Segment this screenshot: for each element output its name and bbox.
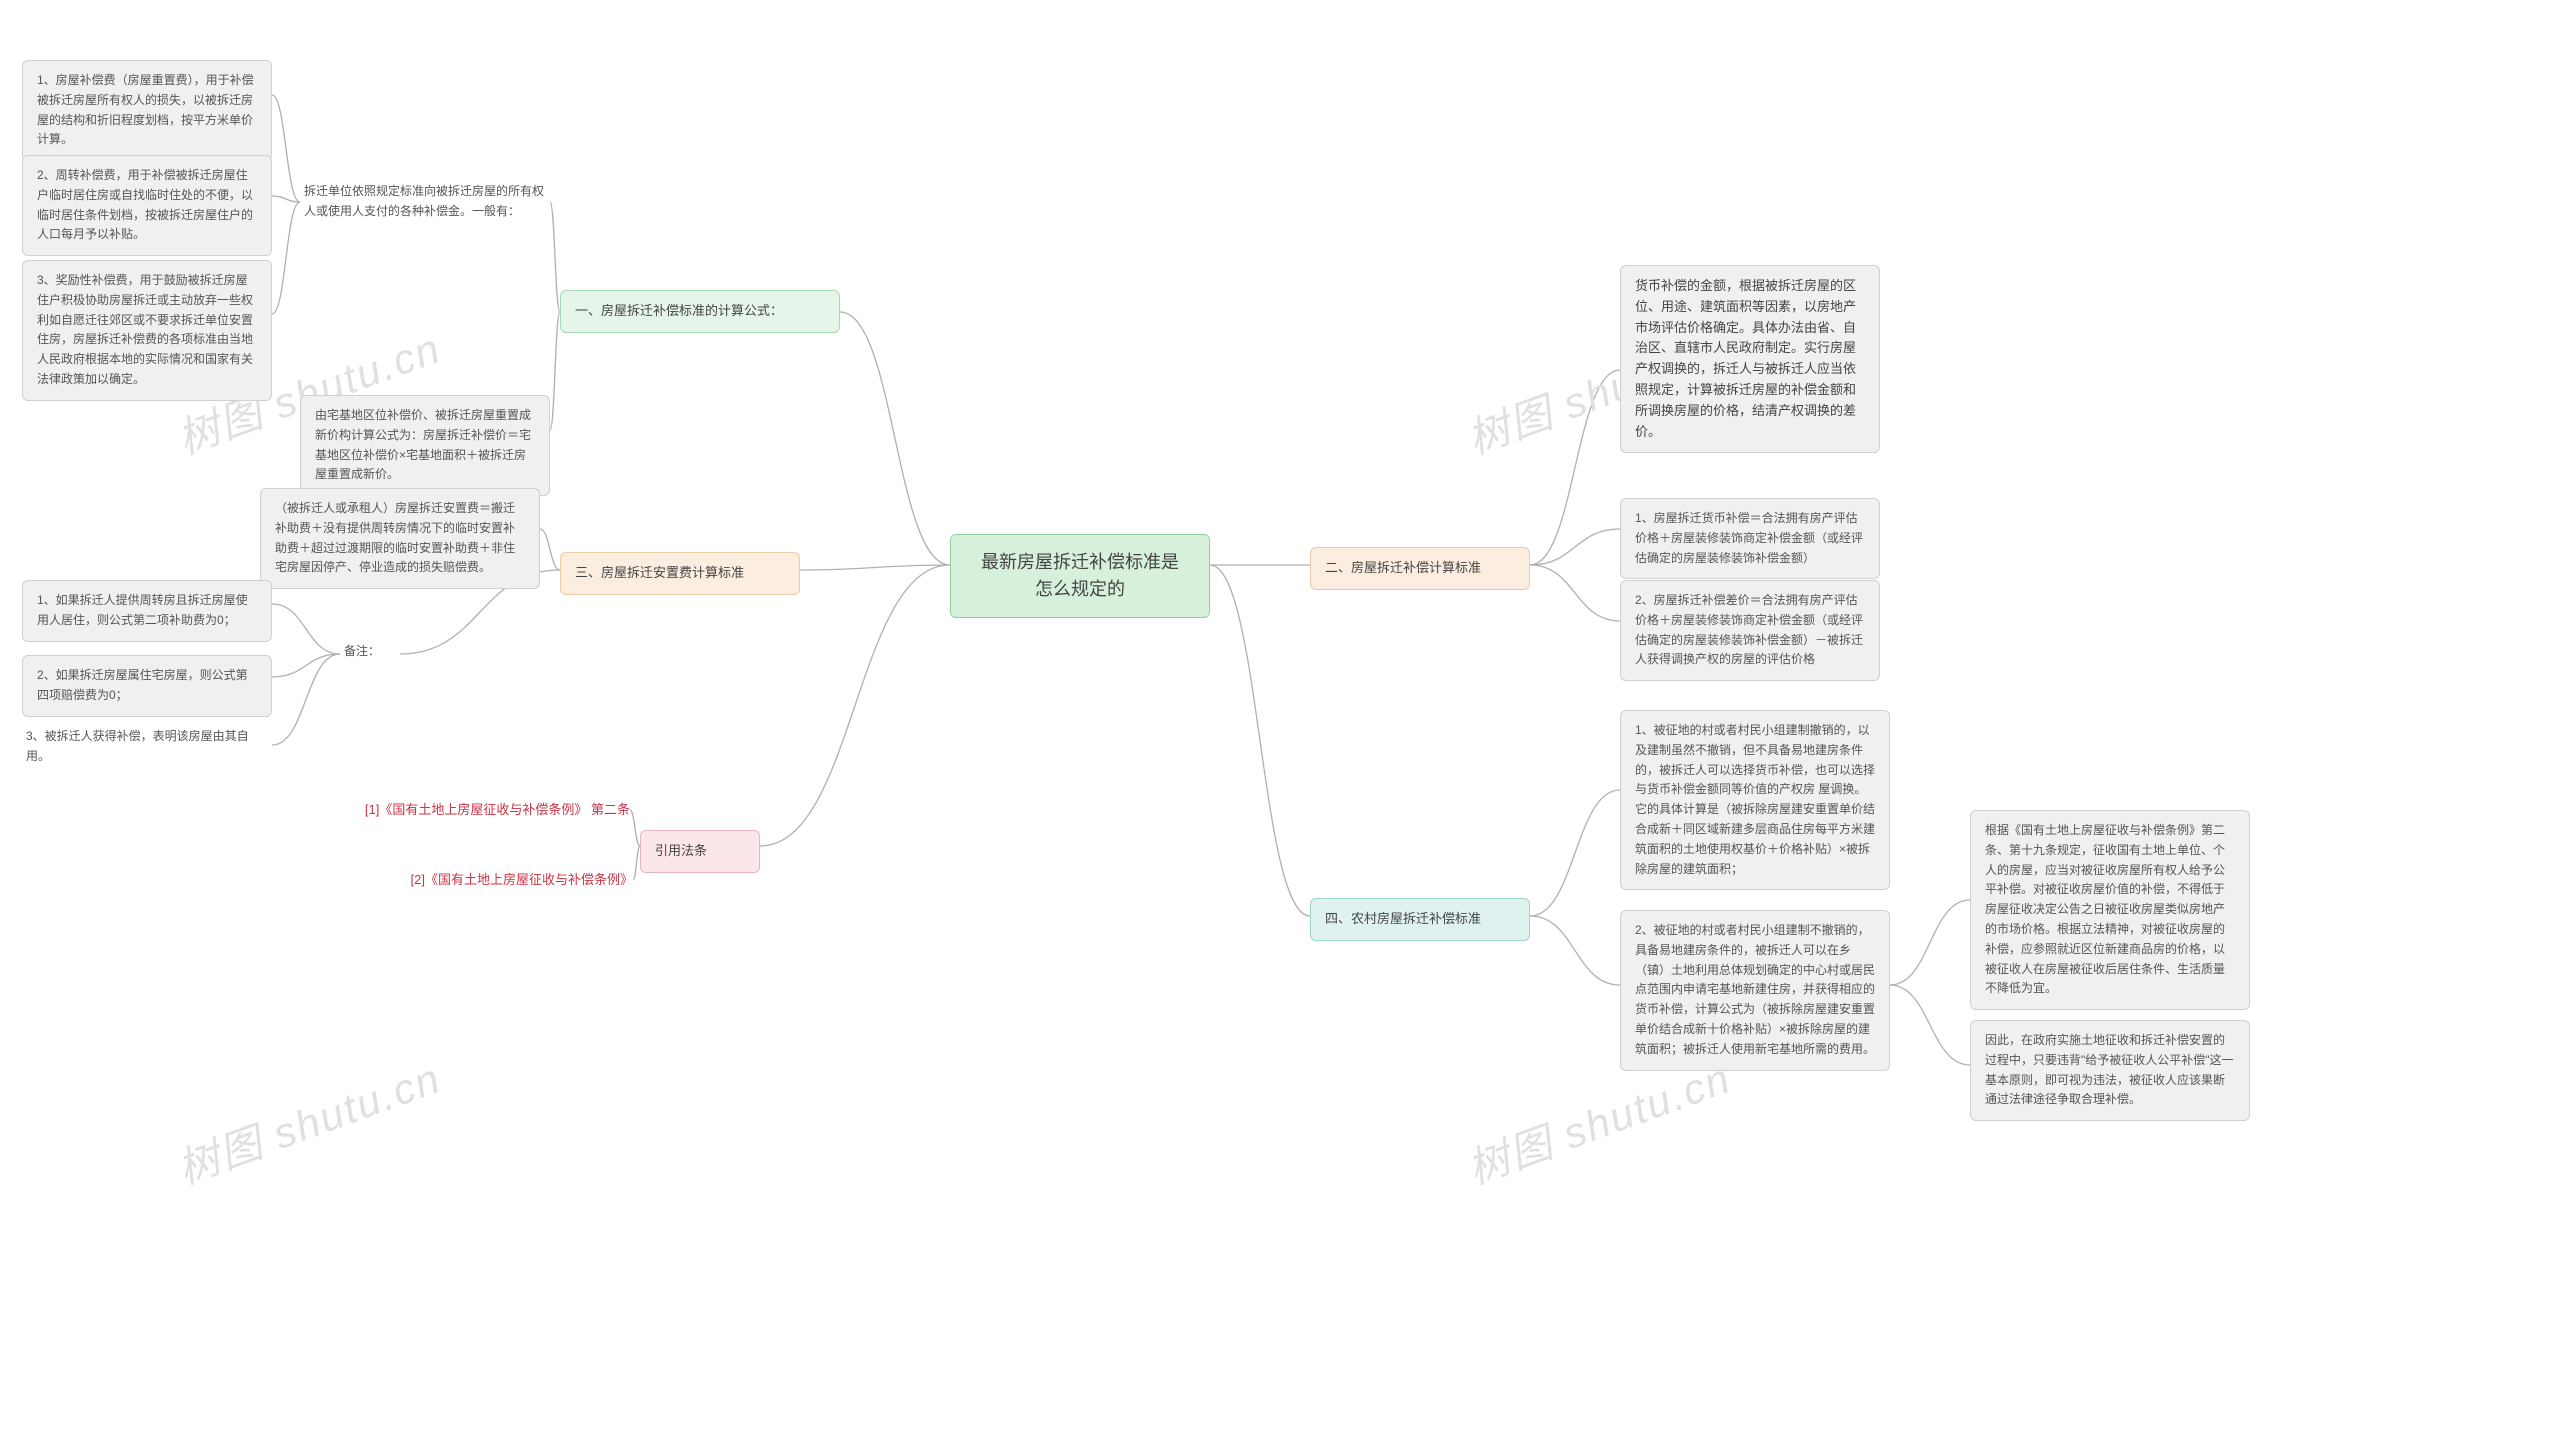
branch-b4[interactable]: 四、农村房屋拆迁补偿标准 (1310, 898, 1530, 941)
node-b1-0[interactable]: 拆迁单位依照规定标准向被拆迁房屋的所有权人或使用人支付的各种补偿金。一般有： (300, 180, 550, 224)
node-b1-0-1[interactable]: 2、周转补偿费，用于补偿被拆迁房屋住户临时居住房或自找临时住处的不便，以临时居住… (22, 155, 272, 256)
branch-b3[interactable]: 三、房屋拆迁安置费计算标准 (560, 552, 800, 595)
node-b2-2[interactable]: 2、房屋拆迁补偿差价＝合法拥有房产评估价格＋房屋装修装饰商定补偿金额（或经评估确… (1620, 580, 1880, 681)
node-b2-1[interactable]: 1、房屋拆迁货币补偿＝合法拥有房产评估价格＋房屋装修装饰商定补偿金额（或经评估确… (1620, 498, 1880, 579)
node-b4-1-1[interactable]: 因此，在政府实施土地征收和拆迁补偿安置的过程中，只要违背"给予被征收人公平补偿"… (1970, 1020, 2250, 1121)
node-b3-1-1[interactable]: 2、如果拆迁房屋属住宅房屋，则公式第四项赔偿费为0； (22, 655, 272, 717)
branch-refs[interactable]: 引用法条 (640, 830, 760, 873)
node-b2-0[interactable]: 货币补偿的金额，根据被拆迁房屋的区位、用途、建筑面积等因素，以房地产市场评估价格… (1620, 265, 1880, 453)
node-b4-1[interactable]: 2、被征地的村或者村民小组建制不撤销的，具备易地建房条件的，被拆迁人可以在乡（镇… (1620, 910, 1890, 1071)
node-b1-0-2[interactable]: 3、奖励性补偿费，用于鼓励被拆迁房屋住户积极协助房屋拆迁或主动放弃一些权利如自愿… (22, 260, 272, 401)
watermark: 树图 shutu.cn (168, 1045, 449, 1197)
node-b3-0[interactable]: （被拆迁人或承租人）房屋拆迁安置费＝搬迁补助费＋没有提供周转房情况下的临时安置补… (260, 488, 540, 589)
node-refs-1[interactable]: [2]《国有土地上房屋征收与补偿条例》 (393, 870, 633, 891)
node-b1-0-0[interactable]: 1、房屋补偿费（房屋重置费），用于补偿被拆迁房屋所有权人的损失，以被拆迁房屋的结… (22, 60, 272, 161)
node-refs-0[interactable]: [1]《国有土地上房屋征收与补偿条例》 第二条 (350, 800, 630, 821)
node-b3-1-2[interactable]: 3、被拆迁人获得补偿，表明该房屋由其自用。 (22, 725, 272, 769)
node-b1-1[interactable]: 由宅基地区位补偿价、被拆迁房屋重置成新价构计算公式为：房屋拆迁补偿价＝宅基地区位… (300, 395, 550, 496)
node-b4-0[interactable]: 1、被征地的村或者村民小组建制撤销的，以及建制虽然不撤销，但不具备易地建房条件的… (1620, 710, 1890, 890)
node-b3-1[interactable]: 备注： (340, 640, 400, 664)
node-b3-1-0[interactable]: 1、如果拆迁人提供周转房且拆迁房屋使用人居住，则公式第二项补助费为0； (22, 580, 272, 642)
node-b4-1-0[interactable]: 根据《国有土地上房屋征收与补偿条例》第二条、第十九条规定，征收国有土地上单位、个… (1970, 810, 2250, 1010)
branch-b2[interactable]: 二、房屋拆迁补偿计算标准 (1310, 547, 1530, 590)
center-topic[interactable]: 最新房屋拆迁补偿标准是怎么规定的 (950, 534, 1210, 618)
branch-b1[interactable]: 一、房屋拆迁补偿标准的计算公式： (560, 290, 840, 333)
